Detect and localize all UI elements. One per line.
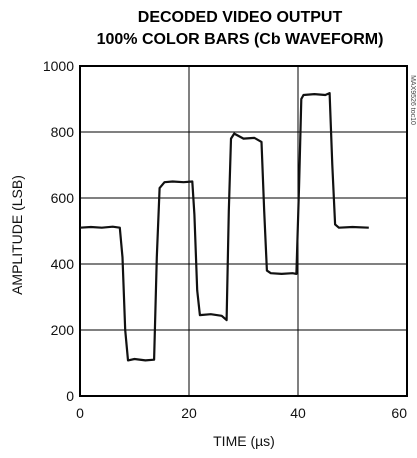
x-tick-label: 60 [391, 405, 407, 421]
y-tick-label: 600 [51, 190, 75, 206]
x-axis-label: TIME (µs) [213, 433, 275, 449]
figure-code-note: MAX9526 toc10 [409, 75, 416, 125]
y-axis-label: AMPLITUDE (LSB) [9, 175, 25, 295]
plot-frame [79, 65, 408, 397]
y-tick-label: 800 [51, 124, 75, 140]
tick-labels: 0 200 400 600 800 1000 0 20 40 60 [43, 58, 407, 421]
y-tick-label: 0 [66, 388, 74, 404]
grid-lines [79, 65, 408, 397]
y-tick-label: 200 [51, 322, 75, 338]
chart-title-line2: 100% COLOR BARS (Cb WAVEFORM) [97, 31, 384, 48]
x-tick-label: 40 [290, 405, 306, 421]
y-tick-label: 1000 [43, 58, 74, 74]
x-tick-label: 20 [181, 405, 197, 421]
chart-title-line1: DECODED VIDEO OUTPUT [138, 9, 343, 26]
x-tick-label: 0 [76, 405, 84, 421]
series-line-cb-waveform [79, 92, 369, 362]
y-tick-label: 400 [51, 256, 75, 272]
